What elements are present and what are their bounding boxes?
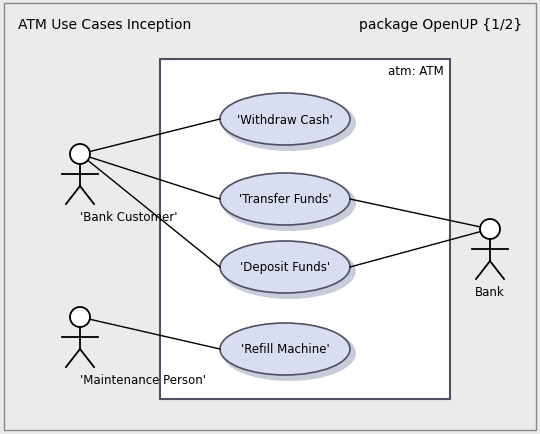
Circle shape [70,145,90,164]
Text: 'Maintenance Person': 'Maintenance Person' [80,373,206,386]
Circle shape [70,307,90,327]
Text: Bank: Bank [475,285,505,298]
Ellipse shape [222,325,356,381]
Text: 'Withdraw Cash': 'Withdraw Cash' [237,113,333,126]
Ellipse shape [220,94,350,146]
Circle shape [480,220,500,240]
Bar [160,60,450,399]
Text: 'Transfer Funds': 'Transfer Funds' [239,193,332,206]
Text: 'Deposit Funds': 'Deposit Funds' [240,261,330,274]
Text: 'Refill Machine': 'Refill Machine' [241,343,329,356]
Ellipse shape [222,96,356,151]
Ellipse shape [222,243,356,299]
Ellipse shape [220,323,350,375]
Text: 'Bank Customer': 'Bank Customer' [80,210,178,224]
Ellipse shape [220,174,350,226]
Ellipse shape [220,241,350,293]
Text: package OpenUP {1/2}: package OpenUP {1/2} [359,18,522,32]
Ellipse shape [222,176,356,231]
Text: ATM Use Cases Inception: ATM Use Cases Inception [18,18,191,32]
Text: atm: ATM: atm: ATM [388,65,444,78]
